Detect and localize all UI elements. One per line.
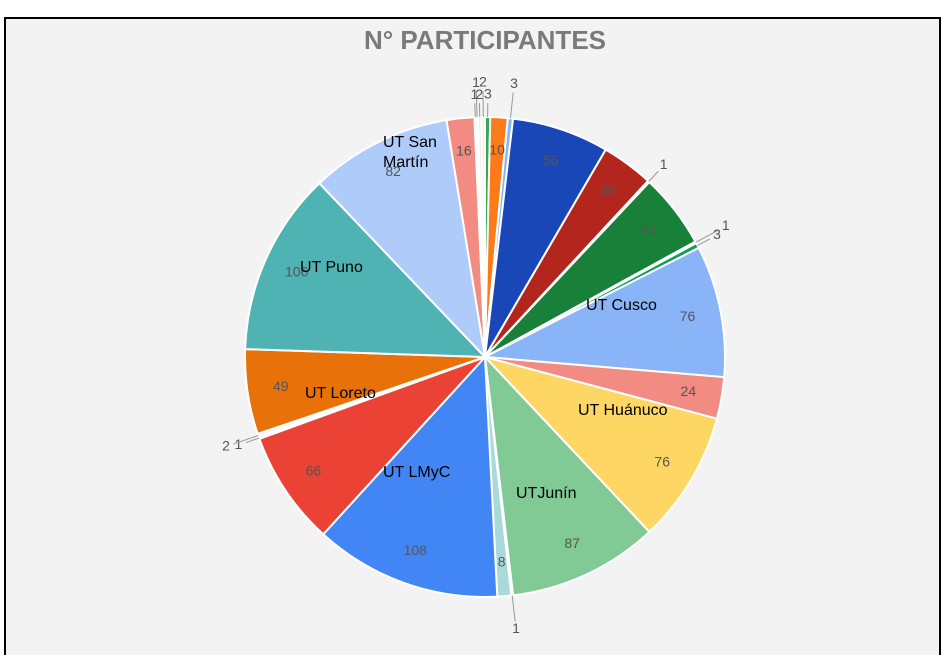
annotation: UTJunín: [516, 484, 636, 504]
data-label: 1: [722, 217, 730, 233]
leader-line: [475, 103, 476, 117]
data-label: 2: [479, 74, 487, 90]
data-label: 49: [273, 378, 289, 394]
data-label: 87: [564, 535, 580, 551]
data-label: 24: [681, 383, 697, 399]
data-label: 8: [498, 553, 506, 569]
annotation: UT Huánuco: [578, 401, 708, 421]
chart-title: N° PARTICIPANTES: [364, 25, 606, 55]
annotation: UT LMyC: [383, 463, 503, 483]
data-label: 2: [222, 437, 230, 453]
data-label: 66: [306, 462, 322, 478]
data-label: 3: [713, 226, 721, 242]
data-label: 1: [234, 436, 242, 452]
data-label: 76: [654, 454, 670, 470]
data-label: 56: [543, 152, 559, 168]
data-label: 1: [512, 620, 520, 636]
data-label: 3: [510, 75, 518, 91]
data-label: 43: [640, 221, 656, 237]
annotation: UT Cusco: [586, 296, 706, 316]
data-label: 1: [660, 156, 668, 172]
data-label: 30: [600, 182, 616, 198]
data-label: 10: [489, 142, 505, 158]
data-label: 108: [404, 542, 428, 558]
annotation: UT San Martín: [383, 133, 463, 173]
annotation: UT Puno: [300, 258, 420, 278]
annotation: UT Loreto: [305, 384, 425, 404]
